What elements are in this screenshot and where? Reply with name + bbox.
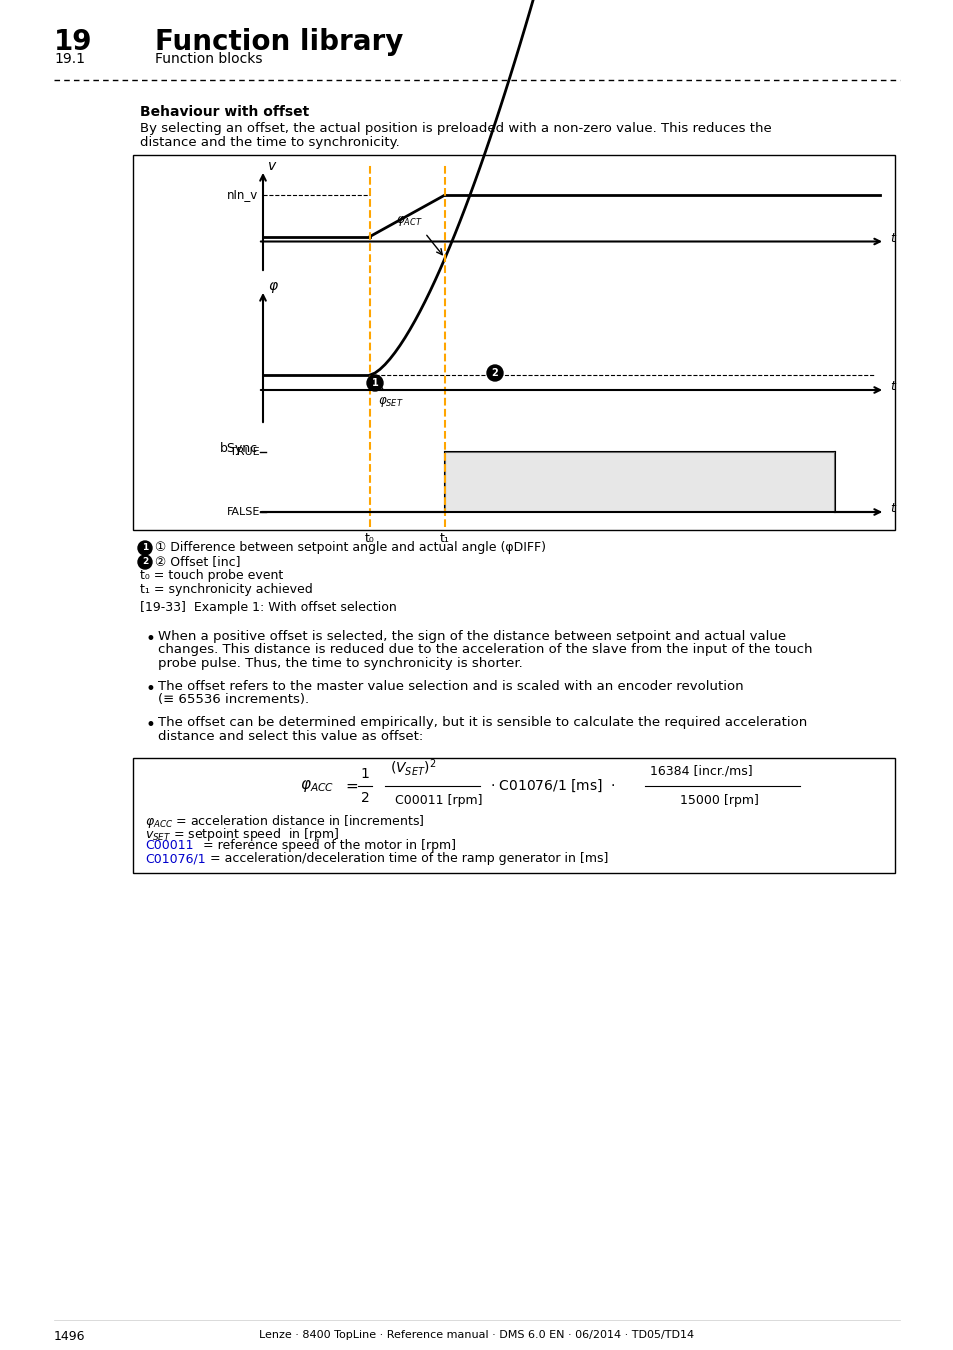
Text: $\cdot$ C01076/1 [ms]  $\cdot$: $\cdot$ C01076/1 [ms] $\cdot$ [490,778,616,794]
Text: t: t [889,231,894,244]
Text: By selecting an offset, the actual position is preloaded with a non-zero value. : By selecting an offset, the actual posit… [140,122,771,135]
Text: φ: φ [268,279,276,293]
Text: 19: 19 [54,28,92,55]
Text: 1496: 1496 [54,1330,86,1343]
Text: •: • [145,680,154,698]
Text: The offset refers to the master value selection and is scaled with an encoder re: The offset refers to the master value se… [158,680,742,693]
Text: t₀ = touch probe event: t₀ = touch probe event [140,570,283,582]
Text: nIn_v: nIn_v [227,189,257,201]
Text: t: t [889,502,894,514]
Text: probe pulse. Thus, the time to synchronicity is shorter.: probe pulse. Thus, the time to synchroni… [158,657,522,670]
Text: 16384 [incr./ms]: 16384 [incr./ms] [649,765,752,778]
Text: 1: 1 [360,767,369,782]
Circle shape [138,555,152,568]
Text: t₁: t₁ [439,532,450,545]
Text: $\varphi_{ACC}$: $\varphi_{ACC}$ [299,778,334,794]
Text: $(V_{SET})^2$: $(V_{SET})^2$ [390,757,436,778]
Text: •: • [145,716,154,734]
Text: $v_{SET}$ = setpoint speed  in [rpm]: $v_{SET}$ = setpoint speed in [rpm] [145,826,339,842]
Text: ① Difference between setpoint angle and actual angle (φDIFF): ① Difference between setpoint angle and … [154,541,545,555]
Circle shape [367,375,382,391]
Text: = acceleration/deceleration time of the ramp generator in [ms]: = acceleration/deceleration time of the … [210,852,608,865]
Text: 2: 2 [491,369,497,378]
Text: When a positive offset is selected, the sign of the distance between setpoint an: When a positive offset is selected, the … [158,630,785,643]
Text: t₀: t₀ [365,532,375,545]
Text: 19.1: 19.1 [54,53,85,66]
Text: C00011 [rpm]: C00011 [rpm] [395,794,482,807]
Circle shape [138,541,152,555]
Text: $\varphi_{ACC}$ = acceleration distance in [increments]: $\varphi_{ACC}$ = acceleration distance … [145,813,424,830]
Bar [132,757,894,873]
Text: 1: 1 [372,378,378,387]
Text: v: v [268,159,276,173]
Text: (≡ 65536 increments).: (≡ 65536 increments). [158,694,309,706]
Text: 15000 [rpm]: 15000 [rpm] [679,794,758,807]
Text: $\varphi_{SET}$: $\varphi_{SET}$ [377,396,403,409]
Text: t₁ = synchronicity achieved: t₁ = synchronicity achieved [140,583,313,597]
Text: TRUE: TRUE [230,447,260,458]
Text: Behaviour with offset: Behaviour with offset [140,105,309,119]
Text: Lenze · 8400 TopLine · Reference manual · DMS 6.0 EN · 06/2014 · TD05/TD14: Lenze · 8400 TopLine · Reference manual … [259,1330,694,1341]
Text: C01076/1: C01076/1 [145,852,206,865]
Text: ② Offset [inc]: ② Offset [inc] [154,555,240,568]
Text: The offset can be determined empirically, but it is sensible to calculate the re: The offset can be determined empirically… [158,716,806,729]
Text: =: = [345,779,357,794]
Bar [444,452,834,512]
Text: 2: 2 [360,791,369,805]
Text: = reference speed of the motor in [rpm]: = reference speed of the motor in [rpm] [203,838,456,852]
Text: •: • [145,630,154,648]
Text: FALSE: FALSE [227,508,260,517]
Text: distance and select this value as offset:: distance and select this value as offset… [158,729,423,742]
Text: bSync: bSync [219,441,257,455]
Text: Function library: Function library [154,28,403,55]
Text: changes. This distance is reduced due to the acceleration of the slave from the : changes. This distance is reduced due to… [158,644,812,656]
Text: $\varphi_{ACT}$: $\varphi_{ACT}$ [395,215,422,228]
Text: distance and the time to synchronicity.: distance and the time to synchronicity. [140,136,399,148]
Bar [132,155,894,531]
Text: C00011: C00011 [145,838,193,852]
Circle shape [486,364,502,381]
Text: [19-33]  Example 1: With offset selection: [19-33] Example 1: With offset selection [140,602,396,614]
Text: 1: 1 [142,544,148,552]
Text: 2: 2 [142,558,148,567]
Text: Function blocks: Function blocks [154,53,262,66]
Text: t: t [889,379,894,393]
